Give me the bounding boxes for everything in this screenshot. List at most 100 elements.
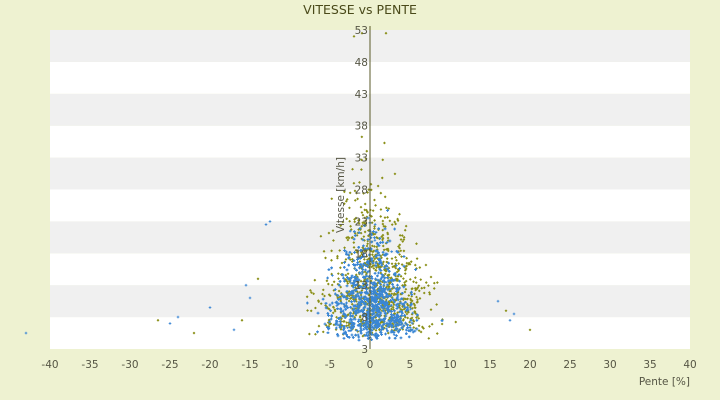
data-point: [333, 309, 337, 313]
data-point: [401, 311, 404, 315]
data-point: [415, 242, 418, 246]
data-point: [390, 250, 393, 253]
data-point: [374, 298, 378, 302]
data-point: [370, 317, 374, 320]
data-point: [366, 216, 370, 220]
data-point: [334, 301, 338, 304]
data-point: [342, 294, 346, 298]
data-point: [345, 252, 348, 256]
data-point: [339, 325, 342, 328]
data-point: [339, 307, 343, 310]
data-point: [386, 239, 390, 242]
data-point: [372, 309, 376, 313]
data-point: [336, 294, 340, 297]
data-point: [370, 319, 374, 323]
data-point: [414, 281, 418, 285]
data-point: [362, 324, 365, 328]
data-point: [352, 296, 356, 300]
data-point: [349, 314, 352, 318]
data-point: [386, 276, 389, 279]
data-point: [402, 264, 406, 268]
data-point: [409, 303, 413, 307]
data-point: [347, 299, 351, 303]
data-point: [330, 301, 334, 305]
data-point: [395, 334, 398, 338]
data-point: [383, 266, 386, 270]
data-point: [351, 322, 354, 326]
data-point: [378, 313, 382, 317]
data-point: [403, 272, 407, 276]
data-point: [338, 280, 342, 283]
data-point: [406, 316, 410, 320]
data-point: [365, 263, 369, 267]
data-point: [354, 286, 357, 290]
data-point: [321, 292, 324, 296]
data-point: [393, 316, 396, 319]
data-point: [366, 247, 370, 250]
data-point: [350, 302, 354, 306]
data-point: [373, 272, 377, 275]
data-point: [381, 219, 385, 223]
data-point: [413, 329, 417, 333]
data-point: [359, 301, 362, 304]
data-point: [399, 323, 403, 327]
data-point: [402, 285, 406, 289]
data-point: [407, 262, 410, 266]
data-point: [354, 328, 358, 332]
data-point: [379, 277, 383, 281]
data-point: [379, 215, 383, 218]
data-point: [341, 220, 345, 224]
data-point: [355, 191, 359, 195]
data-point: [361, 255, 364, 259]
data-point: [373, 294, 377, 298]
data-point: [371, 322, 375, 325]
data-point: [379, 191, 383, 195]
data-point: [322, 249, 326, 253]
data-point: [372, 292, 375, 295]
data-point: [362, 252, 365, 256]
data-point: [319, 302, 323, 305]
data-point: [402, 298, 405, 302]
data-point: [422, 327, 425, 330]
data-point: [326, 282, 330, 286]
data-point: [353, 299, 356, 303]
data-point: [379, 318, 383, 322]
data-point: [357, 302, 361, 306]
data-point: [354, 273, 358, 277]
data-point: [363, 208, 367, 212]
y-tick-label: 33: [355, 153, 368, 165]
data-point: [372, 266, 376, 270]
data-point: [369, 188, 373, 192]
data-point: [378, 299, 382, 303]
data-point: [345, 321, 349, 324]
data-point: [364, 157, 368, 161]
data-point: [313, 278, 317, 282]
data-point: [366, 234, 370, 238]
data-point: [339, 295, 342, 299]
data-point: [376, 303, 380, 306]
data-point: [365, 331, 369, 335]
data-point: [357, 256, 360, 260]
data-point: [334, 322, 338, 326]
data-point: [373, 314, 377, 318]
data-point: [359, 326, 363, 330]
data-point: [404, 287, 408, 291]
data-point: [378, 262, 381, 265]
x-tick-label: 5: [407, 359, 414, 371]
data-point: [381, 253, 385, 256]
data-point: [348, 320, 352, 324]
data-point: [356, 305, 359, 308]
data-point: [384, 269, 388, 273]
data-point: [415, 327, 419, 331]
data-point: [383, 253, 386, 257]
data-point: [345, 284, 349, 288]
data-point: [364, 326, 368, 329]
data-point: [395, 307, 399, 310]
data-point: [399, 307, 403, 311]
data-point: [390, 223, 394, 227]
data-point: [410, 287, 414, 291]
data-point: [409, 307, 412, 311]
data-point: [404, 332, 408, 336]
data-point: [330, 314, 333, 318]
data-point: [353, 199, 357, 202]
